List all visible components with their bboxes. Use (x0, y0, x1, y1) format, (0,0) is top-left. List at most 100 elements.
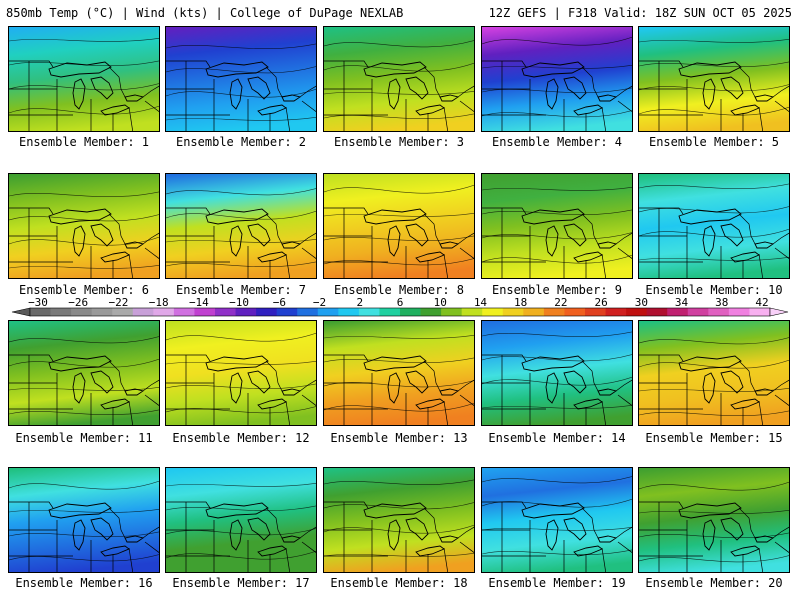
ensemble-member-label: Ensemble Member: 15 (645, 431, 783, 445)
colorbar-tick-label: −10 (229, 296, 249, 309)
temperature-fill (482, 174, 632, 278)
temperature-fill (9, 468, 159, 572)
political-borders (324, 207, 474, 278)
contour-lines (324, 184, 474, 266)
political-borders (482, 354, 632, 425)
temperature-fill (639, 174, 789, 278)
colorbar-swatch (317, 308, 339, 316)
contour-lines (166, 188, 316, 268)
great-lakes-outline (205, 355, 302, 410)
ensemble-map-panel (481, 320, 633, 426)
great-lakes-outline (48, 355, 145, 410)
colorbar-swatch (112, 308, 134, 316)
temperature-field-map (324, 27, 474, 131)
ensemble-map-panel (323, 173, 475, 279)
colorbar-tick-label: 10 (434, 296, 447, 309)
colorbar-tick-label: −6 (273, 296, 286, 309)
ensemble-map-panel (323, 467, 475, 573)
colorbar-swatch (91, 308, 113, 316)
colorbar-swatch (420, 308, 442, 316)
colorbar-swatch (50, 308, 72, 316)
contour-lines (166, 482, 316, 560)
political-borders (639, 501, 789, 572)
great-lakes-outline (521, 61, 618, 116)
contour-lines (324, 479, 474, 557)
temperature-field-map (482, 468, 632, 572)
ensemble-map-panel (638, 320, 790, 426)
temperature-fill (639, 468, 789, 572)
temperature-field-map (166, 174, 316, 278)
temperature-fill (324, 321, 474, 425)
ensemble-member-label: Ensemble Member: 7 (175, 283, 307, 297)
contour-lines (639, 337, 789, 417)
colorbar-swatch (30, 308, 51, 316)
political-borders (166, 207, 316, 278)
temperature-fill (639, 27, 789, 131)
colorbar-low-arrow (11, 307, 31, 317)
colorbar-swatch (153, 308, 175, 316)
contour-lines (9, 336, 159, 416)
great-lakes-outline (205, 208, 302, 263)
colorbar-tick-label: 2 (356, 296, 363, 309)
contour-lines (324, 40, 474, 120)
contour-lines (639, 481, 789, 563)
ensemble-member-label: Ensemble Member: 6 (18, 283, 150, 297)
colorbar-swatch (728, 308, 750, 316)
temperature-fill (9, 174, 159, 278)
great-lakes-outline (363, 355, 460, 410)
colorbar-swatch (626, 308, 648, 316)
ensemble-map-panel (8, 173, 160, 279)
political-borders (639, 207, 789, 278)
colorbar-swatch (646, 308, 668, 316)
temperature-field-map (639, 27, 789, 131)
great-lakes-outline (205, 61, 302, 116)
great-lakes-outline (678, 208, 775, 263)
ensemble-member-label: Ensemble Member: 2 (175, 135, 307, 149)
colorbar-tick-label: 14 (474, 296, 488, 309)
ensemble-map-panel (165, 173, 317, 279)
colorbar-swatch (564, 308, 586, 316)
ensemble-member-label: Ensemble Member: 19 (488, 576, 626, 590)
ensemble-member-label: Ensemble Member: 13 (330, 431, 468, 445)
temperature-fill (166, 321, 316, 425)
colorbar-tick-label: −2 (313, 296, 326, 309)
political-borders (482, 207, 632, 278)
contour-lines (166, 43, 316, 121)
colorbar-swatch (256, 308, 278, 316)
colorbar-swatch (667, 308, 689, 316)
ensemble-member-label: Ensemble Member: 11 (15, 431, 153, 445)
ensemble-map-panel (8, 320, 160, 426)
great-lakes-outline (521, 208, 618, 263)
ensemble-member-label: Ensemble Member: 14 (488, 431, 626, 445)
great-lakes-outline (48, 502, 145, 557)
colorbar-swatch (71, 308, 93, 316)
temperature-fill (166, 27, 316, 131)
contour-lines (482, 331, 632, 409)
contour-lines (9, 191, 159, 269)
temperature-fill (9, 27, 159, 131)
temperature-fill (324, 27, 474, 131)
temperature-field-map (9, 468, 159, 572)
colorbar-swatch (523, 308, 545, 316)
colorbar-swatch (358, 308, 380, 316)
great-lakes-outline (363, 502, 460, 557)
temperature-field-map (9, 321, 159, 425)
colorbar-swatch (194, 308, 216, 316)
great-lakes-outline (678, 502, 775, 557)
ensemble-map-panel (323, 320, 475, 426)
ensemble-map-panel (8, 26, 160, 132)
colorbar-swatch (482, 308, 504, 316)
political-borders (324, 354, 474, 425)
temperature-field-map (482, 27, 632, 131)
ensemble-map-panel (165, 320, 317, 426)
ensemble-map-panel (481, 173, 633, 279)
colorbar-tick-label: 30 (635, 296, 648, 309)
temperature-field-map (166, 468, 316, 572)
temperature-field-map (639, 468, 789, 572)
temperature-field-map (482, 321, 632, 425)
ensemble-map-panel (638, 173, 790, 279)
colorbar-tick-label: −26 (68, 296, 88, 309)
ensemble-member-label: Ensemble Member: 16 (15, 576, 153, 590)
colorbar-swatch (749, 308, 771, 316)
political-borders (482, 60, 632, 131)
